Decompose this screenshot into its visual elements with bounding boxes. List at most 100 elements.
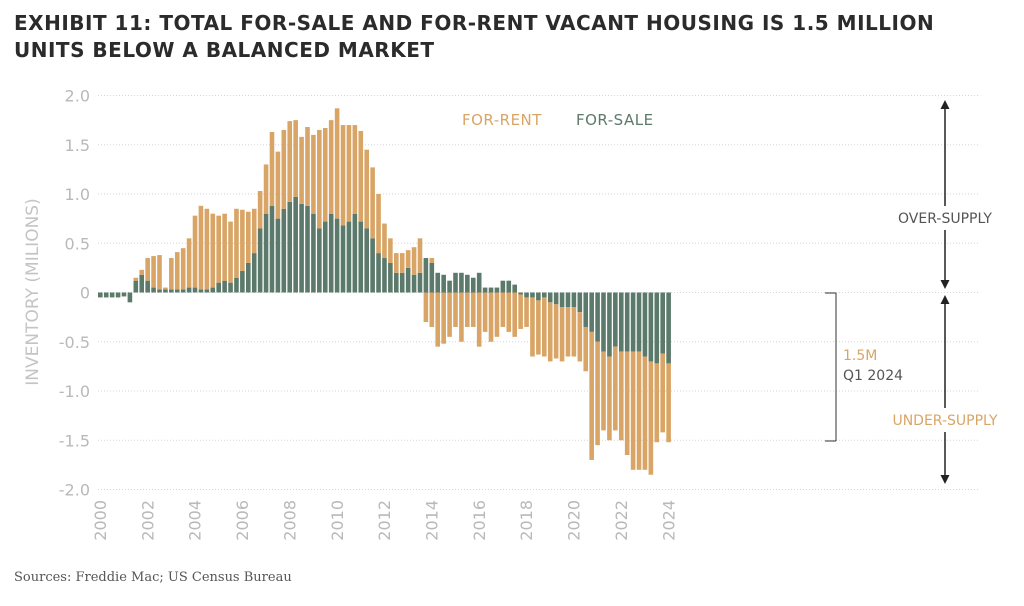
for-sale-bar xyxy=(246,262,251,293)
for-rent-bar xyxy=(293,120,298,197)
for-rent-bar xyxy=(524,297,529,327)
for-rent-bar xyxy=(553,304,559,359)
for-sale-bar xyxy=(174,289,180,293)
for-sale-bar xyxy=(595,292,600,342)
for-sale-bar xyxy=(512,284,517,293)
for-sale-bar xyxy=(364,228,369,293)
for-rent-bar xyxy=(423,292,429,323)
for-sale-bar xyxy=(240,270,245,293)
for-sale-bar xyxy=(127,292,133,303)
for-rent-bar xyxy=(565,307,571,357)
for-rent-bar xyxy=(376,194,381,254)
for-rent-bar xyxy=(281,129,287,209)
for-rent-bar xyxy=(654,363,660,443)
for-sale-bar xyxy=(613,292,618,347)
for-rent-bar xyxy=(613,346,618,431)
for-sale-bar xyxy=(394,272,399,293)
for-sale-bar xyxy=(151,287,156,293)
for-sale-bar xyxy=(234,277,239,293)
for-sale-bar xyxy=(109,292,115,298)
for-sale-bar xyxy=(536,292,541,301)
for-rent-bar xyxy=(530,297,535,357)
for-sale-bar xyxy=(157,289,162,293)
for-rent-bar xyxy=(157,255,162,290)
for-sale-bar xyxy=(281,208,287,293)
for-sale-bar xyxy=(459,272,464,293)
for-rent-bar xyxy=(447,292,452,337)
for-rent-bar xyxy=(210,213,216,288)
for-sale-bar xyxy=(494,287,500,293)
y-tick-label: 1.5 xyxy=(65,136,90,155)
for-sale-bar xyxy=(642,292,648,357)
for-sale-bar xyxy=(648,292,654,362)
for-rent-bar xyxy=(311,134,316,214)
for-sale-bar xyxy=(476,272,482,293)
for-rent-bar xyxy=(257,191,263,229)
for-sale-bar xyxy=(263,213,269,293)
for-rent-bar xyxy=(571,307,577,357)
for-rent-bar xyxy=(204,208,210,290)
for-rent-bar xyxy=(482,292,488,332)
x-tick-label: 2010 xyxy=(328,500,347,541)
for-sale-bar xyxy=(346,221,352,293)
for-sale-bar xyxy=(435,272,441,293)
for-sale-bar xyxy=(133,280,139,293)
for-rent-bar xyxy=(340,125,346,226)
legend-for-sale: FOR-SALE xyxy=(576,111,654,129)
for-rent-bar xyxy=(358,130,364,222)
legend-for-rent: FOR-RENT xyxy=(462,111,542,129)
for-rent-bar xyxy=(151,256,156,288)
for-rent-bar xyxy=(287,121,293,202)
chart-title: EXHIBIT 11: TOTAL FOR-SALE AND FOR-RENT … xyxy=(14,10,1014,64)
x-tick-label: 2020 xyxy=(565,500,584,541)
for-sale-bar xyxy=(601,292,606,352)
for-rent-bar xyxy=(399,253,405,273)
y-axis-title: INVENTORY (MILIONS) xyxy=(23,198,43,385)
for-sale-bar xyxy=(328,213,334,293)
for-sale-bar xyxy=(482,287,488,293)
for-rent-bar xyxy=(352,125,358,214)
for-rent-bar xyxy=(269,131,275,206)
for-sale-bar xyxy=(103,292,109,298)
for-sale-bar xyxy=(293,196,298,293)
for-rent-bar xyxy=(459,292,464,342)
for-rent-bar xyxy=(506,292,512,332)
for-sale-bar xyxy=(352,213,358,293)
for-sale-bar xyxy=(518,292,523,295)
for-rent-bar xyxy=(470,292,476,327)
for-sale-bar xyxy=(589,292,594,332)
for-sale-bar xyxy=(317,228,322,293)
for-rent-bar xyxy=(388,238,393,263)
for-sale-bar xyxy=(429,262,435,293)
for-sale-bar xyxy=(500,280,506,293)
for-sale-bar xyxy=(370,238,375,293)
for-sale-bar xyxy=(311,213,316,293)
for-sale-bar xyxy=(322,221,328,293)
for-rent-bar xyxy=(186,238,192,288)
for-rent-bar xyxy=(216,215,221,283)
x-tick-label: 2024 xyxy=(659,500,678,541)
for-rent-bar xyxy=(518,294,523,329)
for-rent-bar xyxy=(251,208,257,254)
for-rent-bar xyxy=(618,351,624,441)
y-tick-label: -2.0 xyxy=(59,481,90,500)
for-sale-bar xyxy=(98,292,103,298)
source-note: Sources: Freddie Mac; US Census Bureau xyxy=(14,570,292,585)
for-rent-bar xyxy=(411,247,417,275)
for-sale-bar xyxy=(530,292,535,298)
for-sale-bar xyxy=(251,253,257,293)
for-rent-bar xyxy=(346,125,352,222)
for-sale-bar xyxy=(399,272,405,293)
for-rent-bar xyxy=(429,292,435,327)
for-rent-bar xyxy=(305,127,310,206)
for-sale-bar xyxy=(180,289,186,293)
for-sale-bar xyxy=(210,287,216,293)
x-tick-label: 2012 xyxy=(375,500,394,541)
for-sale-bar xyxy=(139,274,145,293)
x-tick-label: 2006 xyxy=(233,500,252,541)
for-sale-bar xyxy=(334,218,340,293)
for-sale-bar xyxy=(388,262,393,293)
for-sale-bar xyxy=(470,277,476,293)
for-sale-bar xyxy=(553,292,559,305)
chart-title-line-2: UNITS BELOW A BALANCED MARKET xyxy=(14,38,435,62)
